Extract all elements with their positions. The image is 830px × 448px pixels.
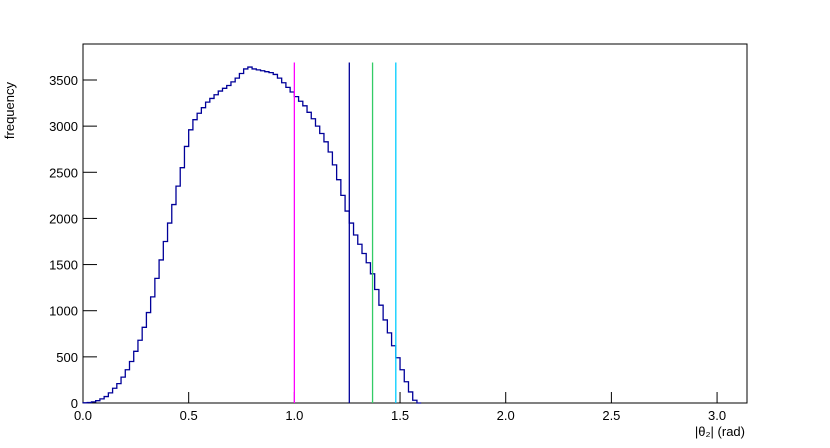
histogram-bar [286, 87, 290, 403]
histogram-bar [235, 78, 239, 403]
histogram-bar [307, 112, 311, 403]
y-tick-label: 3500 [49, 73, 78, 88]
histogram-bar [168, 223, 172, 403]
histogram-bar [282, 83, 286, 403]
x-tick-label: 2.5 [602, 408, 620, 423]
histogram-bar [261, 71, 265, 403]
y-tick-label: 2500 [49, 165, 78, 180]
histogram-bar [324, 142, 328, 403]
histogram-bar [189, 130, 193, 403]
histogram-bar [362, 253, 366, 403]
histogram-bar [197, 113, 201, 403]
x-tick-label: 3.0 [708, 408, 726, 423]
histogram-bar [311, 119, 315, 403]
histogram-bar [159, 260, 163, 403]
histogram-bar [269, 73, 273, 403]
histogram-bar [320, 134, 324, 403]
histogram-bar [218, 91, 222, 403]
histogram-bar [244, 69, 248, 403]
histogram-bar [315, 126, 319, 403]
histogram-bar [299, 101, 303, 403]
x-tick-label: 0.5 [180, 408, 198, 423]
histogram-bar [201, 108, 205, 403]
histogram-bar [358, 244, 362, 403]
y-tick-label: 2000 [49, 211, 78, 226]
x-tick-label: 0.0 [74, 408, 92, 423]
histogram-bar [206, 102, 210, 403]
histogram-bar [248, 67, 252, 403]
histogram-bar [180, 168, 184, 403]
histogram-bar [172, 205, 176, 403]
histogram-bar [375, 289, 379, 403]
histogram-bar [273, 74, 277, 403]
y-tick-label: 3000 [49, 119, 78, 134]
histogram-bar [231, 82, 235, 403]
y-tick-label: 0 [71, 396, 78, 411]
histogram-bar [341, 195, 345, 403]
x-axis-label: |θ₂| (rad) [695, 424, 745, 439]
histogram-bar [337, 180, 341, 403]
histogram-bar [227, 86, 231, 403]
histogram-bar [332, 165, 336, 403]
histogram-bar [210, 98, 214, 403]
histogram-outline [82, 66, 422, 404]
plot-frame [82, 43, 748, 404]
histogram-bar [193, 120, 197, 403]
x-tick-label: 2.0 [497, 408, 515, 423]
histogram-bar [222, 88, 226, 403]
histogram-bar [328, 152, 332, 403]
histogram-bar [354, 235, 358, 403]
y-tick-label: 1000 [49, 304, 78, 319]
y-axis-label: frequency [2, 82, 17, 140]
histogram-bar [256, 70, 260, 403]
histogram-bar [184, 146, 188, 403]
histogram-bar [303, 106, 307, 403]
x-tick-label: 1.0 [285, 408, 303, 423]
histogram-bar [265, 72, 269, 403]
histogram-bar [277, 78, 281, 403]
x-tick-label: 1.5 [391, 408, 409, 423]
histogram-bar [239, 74, 243, 403]
histogram-bar [366, 263, 370, 403]
y-tick-label: 1500 [49, 258, 78, 273]
histogram-bar [176, 186, 180, 403]
histogram-bar [163, 241, 167, 403]
histogram-bar [214, 95, 218, 403]
y-tick-label: 500 [56, 350, 78, 365]
histogram-bar [252, 69, 256, 403]
